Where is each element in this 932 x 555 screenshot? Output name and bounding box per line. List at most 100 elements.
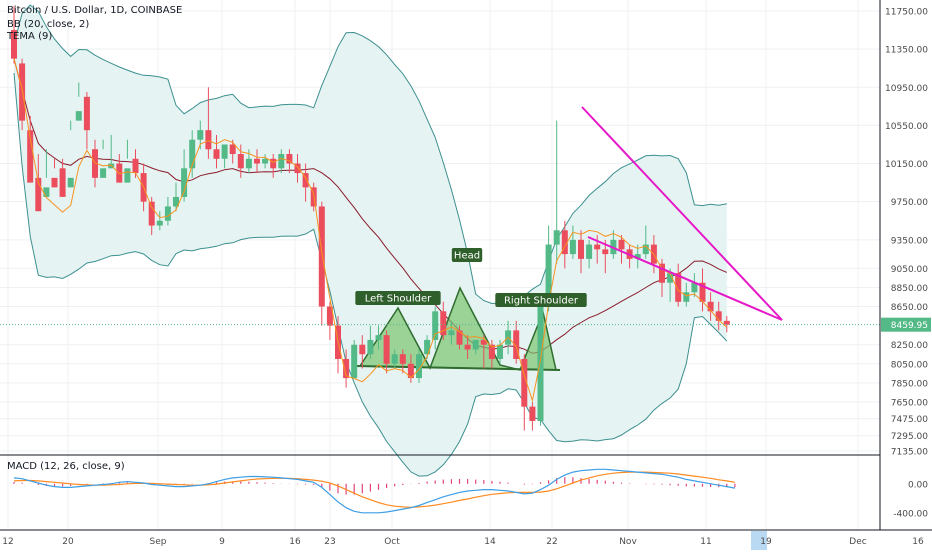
date-tick-label: Dec bbox=[849, 537, 866, 547]
candle-body bbox=[221, 144, 228, 159]
date-tick-label: Nov bbox=[619, 537, 637, 547]
candle-body bbox=[83, 96, 90, 131]
candle-body bbox=[51, 177, 58, 188]
tema-line bbox=[13, 58, 728, 403]
pattern-label: Left Shoulder bbox=[365, 294, 432, 305]
bb-legend: BB (20, close, 2) bbox=[7, 19, 90, 30]
chart-title: Bitcoin / U.S. Dollar, 1D, COINBASE bbox=[7, 5, 183, 16]
signal-line bbox=[13, 471, 736, 508]
candle-body bbox=[318, 206, 325, 307]
tema-layer bbox=[13, 58, 728, 403]
candle-body bbox=[691, 282, 698, 293]
date-tick-label: 12 bbox=[2, 537, 13, 547]
candle-body bbox=[602, 249, 609, 255]
price-tick-label: 8050.00 bbox=[891, 360, 928, 370]
candle-body bbox=[156, 220, 163, 226]
candles-layer[interactable] bbox=[11, 6, 730, 431]
candle-body bbox=[553, 230, 560, 245]
candle-body bbox=[407, 363, 414, 379]
date-tick-label: 16 bbox=[289, 537, 301, 547]
wedge-upper-line bbox=[581, 106, 783, 321]
candle-body bbox=[383, 335, 390, 364]
price-tick-label: 7475.00 bbox=[891, 415, 928, 425]
candle-body bbox=[472, 339, 479, 350]
macd-pane bbox=[0, 454, 932, 514]
bb-upper-line bbox=[13, 4, 727, 305]
price-tick-label: 11750.00 bbox=[885, 8, 928, 18]
candle-body bbox=[278, 154, 285, 169]
candle-body bbox=[164, 206, 171, 221]
candle-body bbox=[440, 311, 447, 336]
candle-body bbox=[173, 196, 179, 207]
date-tick-label: 11 bbox=[700, 537, 711, 547]
price-tick-label: 11350.00 bbox=[885, 46, 928, 56]
price-tick-label: 7650.00 bbox=[891, 398, 928, 408]
candle-body bbox=[699, 282, 706, 302]
macd-line bbox=[13, 468, 736, 514]
candle-body bbox=[35, 177, 42, 212]
pattern-label: Right Shoulder bbox=[504, 296, 579, 307]
candle-body bbox=[667, 273, 674, 283]
candle-body bbox=[464, 344, 471, 350]
date-tick-label: 16 bbox=[912, 537, 924, 547]
candle-body bbox=[108, 163, 115, 169]
candle-body bbox=[27, 130, 34, 183]
pattern-label-bg bbox=[355, 291, 441, 305]
candle-body bbox=[594, 244, 601, 250]
candle-body bbox=[675, 273, 682, 302]
candle-body bbox=[375, 335, 382, 340]
candle-body bbox=[586, 244, 593, 259]
candle-body bbox=[43, 187, 50, 197]
pattern-label-bg bbox=[451, 248, 483, 262]
price-tick-label: 8250.00 bbox=[891, 341, 928, 351]
wedge-trendlines bbox=[581, 106, 783, 321]
last-price-label: 8459.95 bbox=[891, 321, 928, 331]
candle-body bbox=[416, 354, 422, 379]
candle-body bbox=[286, 154, 293, 164]
price-tick-label: 9050.00 bbox=[891, 265, 928, 275]
candle-body bbox=[367, 339, 374, 355]
last-price-tag bbox=[881, 317, 931, 332]
date-tick-label: 20 bbox=[62, 537, 74, 547]
price-tick-label: 9750.00 bbox=[891, 198, 928, 208]
candle-body bbox=[399, 354, 406, 364]
candle-body bbox=[545, 244, 552, 307]
macd-tick-label: 0.00 bbox=[908, 480, 928, 490]
candle-body bbox=[634, 254, 641, 259]
price-tick-label: 8850.00 bbox=[891, 284, 928, 294]
candle-body bbox=[75, 111, 82, 121]
candle-body bbox=[723, 320, 730, 325]
candle-body bbox=[197, 130, 204, 140]
price-tick-label: 10550.00 bbox=[885, 122, 928, 132]
price-tick-label: 8650.00 bbox=[891, 303, 928, 313]
candle-body bbox=[229, 144, 236, 155]
candle-body bbox=[618, 239, 625, 250]
price-tick-label: 7135.00 bbox=[891, 448, 928, 458]
candle-body bbox=[391, 354, 398, 364]
candle-body bbox=[67, 177, 74, 188]
candle-body bbox=[480, 339, 487, 345]
candle-body bbox=[148, 201, 155, 226]
candle-body bbox=[497, 344, 503, 359]
candle-body bbox=[513, 330, 520, 359]
candle-body bbox=[59, 168, 66, 197]
candle-body bbox=[262, 158, 269, 164]
time-highlight bbox=[751, 531, 767, 550]
price-tick-label: 10150.00 bbox=[885, 160, 928, 170]
price-tick-label: 7850.00 bbox=[891, 379, 928, 389]
candle-body bbox=[11, 30, 17, 59]
price-tick-label: 9350.00 bbox=[891, 236, 928, 246]
candle-body bbox=[254, 158, 260, 164]
candle-body bbox=[270, 158, 277, 169]
candle-body bbox=[488, 344, 495, 359]
annotation-labels: Left Shoulder Head Right Shoulder bbox=[355, 248, 587, 307]
candle-body bbox=[237, 154, 244, 169]
candle-body bbox=[245, 158, 252, 169]
candle-body bbox=[213, 149, 220, 159]
candle-body bbox=[351, 344, 358, 379]
candle-body bbox=[424, 339, 431, 355]
candle-body bbox=[100, 168, 107, 178]
price-tick-label: 7295.00 bbox=[891, 432, 928, 442]
candle-body bbox=[456, 330, 463, 345]
